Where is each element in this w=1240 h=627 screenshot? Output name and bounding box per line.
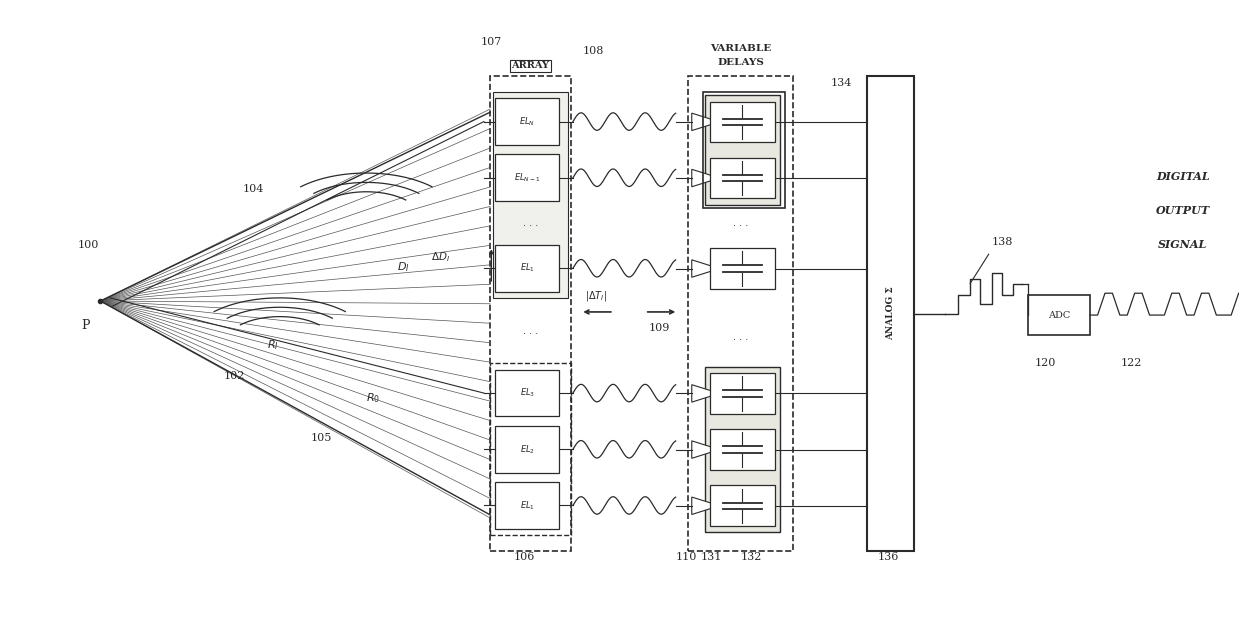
Text: P: P — [82, 320, 89, 332]
Text: $EL_{N-1}$: $EL_{N-1}$ — [513, 171, 541, 184]
FancyBboxPatch shape — [1028, 295, 1090, 335]
FancyBboxPatch shape — [492, 92, 568, 298]
Text: 132: 132 — [740, 552, 763, 562]
Text: OUTPUT: OUTPUT — [1156, 205, 1210, 216]
FancyBboxPatch shape — [495, 426, 559, 473]
FancyBboxPatch shape — [495, 154, 559, 201]
Text: 108: 108 — [583, 46, 604, 56]
Text: $R_0$: $R_0$ — [366, 391, 381, 404]
Text: . . .: . . . — [733, 218, 748, 228]
FancyBboxPatch shape — [495, 370, 559, 416]
FancyBboxPatch shape — [711, 485, 775, 526]
Text: $D_I$: $D_I$ — [397, 260, 410, 273]
FancyBboxPatch shape — [706, 95, 780, 204]
FancyBboxPatch shape — [711, 102, 775, 142]
Text: 107: 107 — [480, 37, 501, 47]
Polygon shape — [692, 260, 719, 277]
Text: 105: 105 — [311, 433, 332, 443]
Text: 104: 104 — [243, 184, 264, 194]
Text: $|\Delta T_I|$: $|\Delta T_I|$ — [585, 289, 608, 303]
Polygon shape — [692, 497, 719, 515]
Text: DELAYS: DELAYS — [717, 58, 764, 67]
FancyBboxPatch shape — [711, 429, 775, 470]
Polygon shape — [692, 384, 719, 402]
Text: 120: 120 — [1034, 359, 1055, 369]
FancyBboxPatch shape — [711, 373, 775, 414]
Text: 109: 109 — [649, 323, 670, 333]
Text: $\Delta D_I$: $\Delta D_I$ — [430, 250, 450, 264]
FancyBboxPatch shape — [495, 482, 559, 529]
Text: 136: 136 — [878, 552, 899, 562]
Text: $EL_N$: $EL_N$ — [520, 115, 536, 128]
Text: 102: 102 — [224, 371, 246, 381]
Text: $R_I$: $R_I$ — [268, 338, 279, 352]
Text: . . .: . . . — [523, 325, 538, 335]
FancyBboxPatch shape — [706, 367, 780, 532]
Text: DIGITAL: DIGITAL — [1156, 171, 1210, 182]
Text: 110: 110 — [676, 552, 697, 562]
Text: 134: 134 — [831, 78, 852, 88]
Text: 131: 131 — [701, 552, 722, 562]
Text: 100: 100 — [78, 240, 99, 250]
FancyBboxPatch shape — [495, 245, 559, 292]
Text: $EL_2$: $EL_2$ — [520, 443, 534, 456]
Text: 106: 106 — [513, 552, 534, 562]
Polygon shape — [692, 441, 719, 458]
Text: 138: 138 — [991, 237, 1013, 246]
Text: $EL_3$: $EL_3$ — [520, 387, 534, 399]
FancyBboxPatch shape — [495, 98, 559, 145]
Polygon shape — [692, 113, 719, 130]
Text: VARIABLE: VARIABLE — [711, 43, 771, 53]
Text: $EL_1$: $EL_1$ — [520, 499, 534, 512]
Text: ADC: ADC — [1048, 310, 1070, 320]
Text: ANALOG Σ: ANALOG Σ — [887, 287, 895, 340]
Text: SIGNAL: SIGNAL — [1158, 240, 1208, 250]
FancyBboxPatch shape — [711, 158, 775, 198]
Text: . . .: . . . — [733, 332, 748, 342]
Text: ARRAY: ARRAY — [511, 61, 549, 70]
Polygon shape — [692, 169, 719, 187]
Text: $EL_1$: $EL_1$ — [520, 262, 534, 275]
Text: . . .: . . . — [523, 218, 538, 228]
FancyBboxPatch shape — [711, 248, 775, 289]
FancyBboxPatch shape — [868, 76, 914, 551]
Text: 122: 122 — [1121, 359, 1142, 369]
